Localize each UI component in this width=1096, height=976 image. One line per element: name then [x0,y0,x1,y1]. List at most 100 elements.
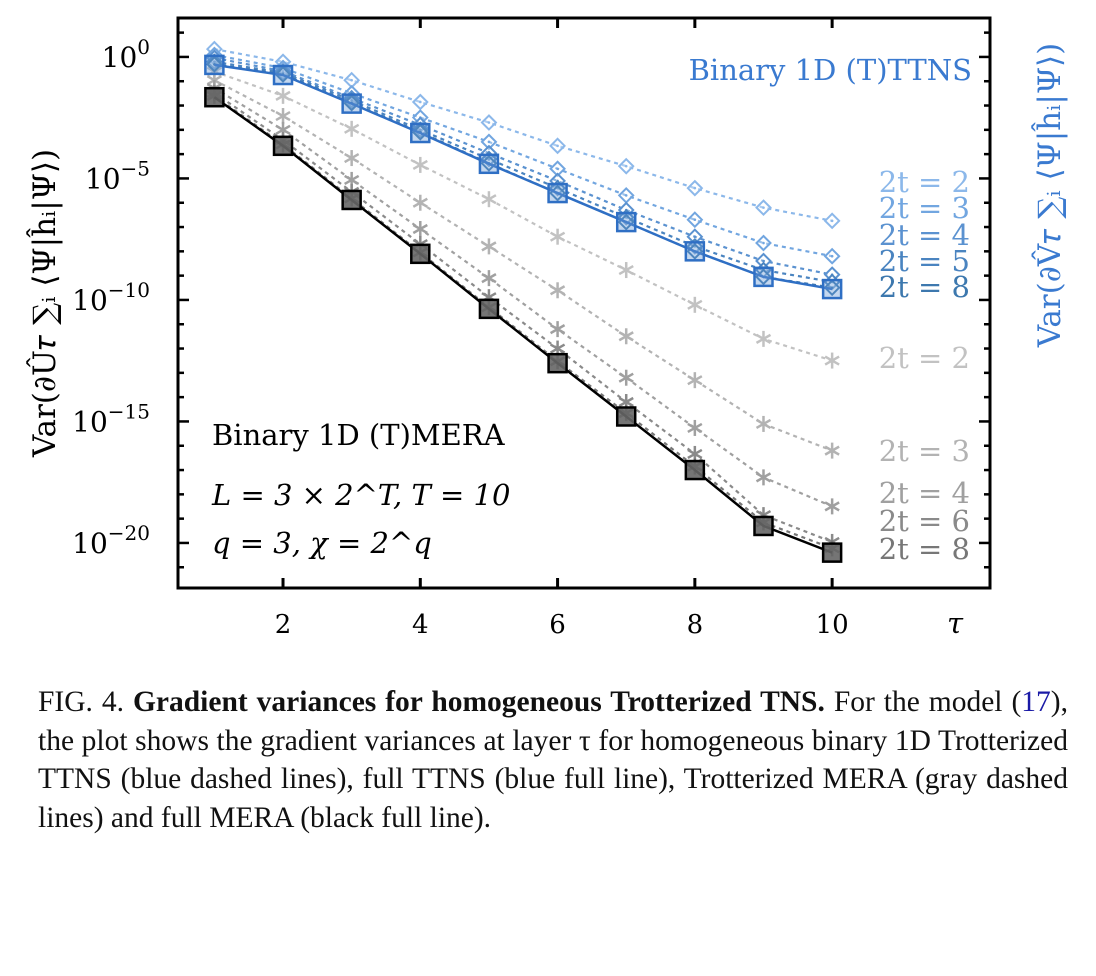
asterisk-marker [344,150,360,167]
asterisk-marker [824,442,840,459]
asterisk-stroke [687,375,703,386]
asterisk-marker [275,108,291,125]
square-marker [272,64,294,86]
x-tick-label: 4 [412,610,429,640]
asterisk-stroke [275,110,291,122]
y-axis-label-left: Var(∂Û𝜏 ∑ᵢ ⟨Ψ|ĥᵢ|Ψ⟩) [25,149,63,458]
asterisk-marker [755,330,772,347]
gradient-variance-chart: 2 4 6 8 10 100 10−5 10−10 10−15 10−20 τ Var(∂Û𝜏 ∑… [25,16,1068,640]
x-tick-label: 2 [275,610,292,640]
asterisk-stroke [549,343,566,354]
square-marker [204,54,225,76]
diamond-marker-dot [762,259,765,263]
series-line [214,70,833,362]
diamond-marker-dot [762,206,765,209]
diamond-marker-dot [556,144,559,148]
y-tick-label: 100 [102,35,150,74]
asterisk-marker [549,282,566,299]
asterisk-stroke [275,124,291,135]
series-mera-trotterized-2t=3 [206,72,840,459]
diamond-marker-dot [487,140,491,144]
diamond-marker-dot [624,194,628,197]
x-tick-label: 10 [816,610,849,640]
figure-caption: FIG. 4. Gradient variances for homogeneo… [38,683,1068,837]
series-line [214,63,833,291]
asterisk-stroke [824,355,840,366]
caption-text: For the model ( [833,686,1022,718]
diamond-marker-dot [418,128,422,132]
asterisk-stroke [549,285,566,296]
asterisk-marker [687,372,703,389]
square-marker [615,211,637,233]
diamond-marker-dot [693,186,697,190]
diamond-marker-dot [350,99,353,102]
series-ttns-trotterized-2t=5 [205,53,841,291]
diamond-marker-dot [830,254,834,258]
asterisk-stroke [344,174,360,185]
y-tick-label: 10−15 [72,399,150,438]
asterisk-stroke [344,152,360,164]
chart-marks [204,40,843,563]
asterisk-marker [275,87,291,104]
asterisk-marker [549,321,566,338]
asterisk-stroke [481,241,497,252]
series-label: 2t = 2 [879,341,970,375]
diamond-marker-dot [213,60,216,64]
asterisk-stroke [755,472,772,483]
asterisk-marker [618,262,634,279]
series-line [213,92,833,543]
y-tick-label: 10−5 [85,156,150,195]
square-marker [753,266,774,288]
x-axis-label: τ [947,606,964,640]
axis-ticks: 2 4 6 8 10 100 10−5 10−10 10−15 10−20 [72,18,990,640]
asterisk-marker [755,415,772,432]
asterisk-stroke [755,418,772,430]
asterisk-stroke [549,324,566,335]
y-axis-label-right: Var(∂V̂𝜏 ∑ᵢ ⟨Ψ|ĥᵢ|Ψ⟩) [1030,43,1068,348]
asterisk-stroke [687,422,703,434]
square-marker [821,542,843,563]
asterisk-marker [481,238,497,255]
asterisk-marker [687,296,703,313]
square-marker [204,86,225,108]
asterisk-stroke [618,372,634,383]
series-label: 2t = 5 [879,244,970,278]
asterisk-marker [412,221,428,238]
square-marker [684,459,706,481]
y-tick-label: 10−20 [72,521,150,560]
mera-title: Binary 1D (T)MERA [212,418,506,452]
asterisk-stroke [618,396,634,408]
square-marker [341,189,362,211]
asterisk-stroke [618,264,634,276]
params-line2: q = 3, χ = 2^q [212,526,432,560]
series-line [214,48,833,222]
series-line [214,63,833,289]
square-marker [341,93,362,114]
series-label: 2t = 4 [879,218,970,252]
asterisk-marker [824,498,840,515]
asterisk-marker [824,352,840,369]
diamond-marker-dot [693,235,697,239]
asterisk-stroke [687,299,703,310]
asterisk-stroke [481,194,497,205]
asterisk-stroke [755,333,772,344]
asterisk-marker [481,191,497,208]
series-line [213,79,833,452]
asterisk-stroke [618,331,634,342]
asterisk-stroke [824,501,840,512]
asterisk-marker [412,194,428,211]
asterisk-marker [481,270,497,287]
series-line [214,53,833,258]
series-label: 2t = 3 [879,191,970,225]
series-line [213,96,833,554]
diamond-marker-dot [693,218,697,222]
series-ttns-trotterized-2t=8 [205,55,841,297]
series-line [214,60,833,284]
diamond-marker-dot [487,121,491,124]
asterisk-marker [618,369,634,386]
equation-ref-link[interactable]: 17 [1021,686,1051,718]
diamond-marker-dot [830,219,834,223]
series-label: 2t = 4 [879,476,970,510]
square-marker [684,241,706,262]
asterisk-stroke [824,445,840,456]
